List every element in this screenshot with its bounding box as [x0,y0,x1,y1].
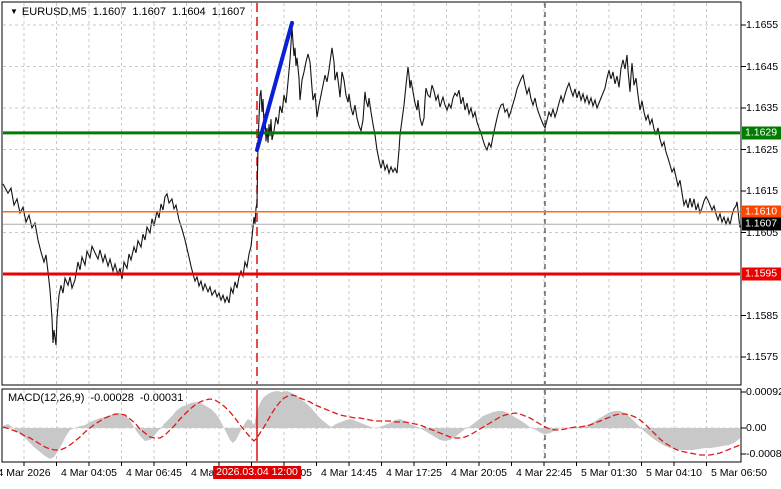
symbol-period-label: EURUSD,M5 [21,6,87,18]
macd-label: MACD(12,26,9) [8,392,85,404]
main-pane[interactable] [1,1,742,386]
macd-histogram [3,391,740,459]
macd-value: -0.00028 [90,392,134,404]
quote-open: 1.1607 [92,6,127,18]
macd-signal-value: -0.00031 [139,392,184,404]
quote-low: 1.1604 [172,6,206,18]
macd-signal-line [2,394,741,456]
price-line [2,27,741,346]
quote-high: 1.1607 [132,6,167,18]
chevron-down-icon: ▼ [10,7,18,16]
quote-close: 1.1607 [211,6,246,18]
chart-quote-header: ▼ EURUSD,M5 1.1607 1.1607 1.1604 1.1607 [10,6,251,18]
trend-line [255,20,294,152]
macd-indicator-header: MACD(12,26,9) -0.00028 -0.00031 [8,392,189,404]
